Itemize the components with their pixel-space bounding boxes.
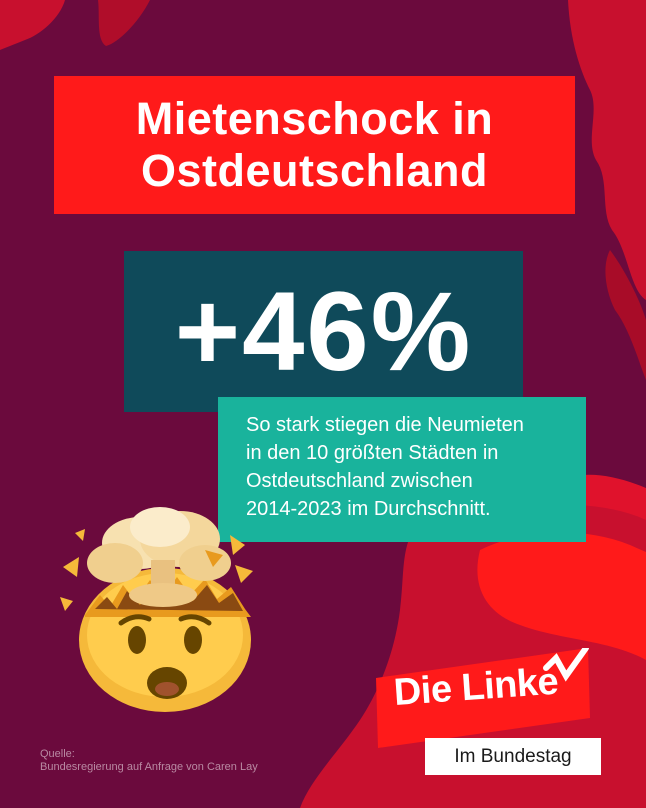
logo-banner-shape [376, 648, 590, 748]
description-box: So stark stiegen die Neumieten in den 10… [218, 397, 586, 542]
party-logo: Die Linke Im Bundestag [376, 648, 606, 780]
headline-line-1: Mietenschock in [135, 93, 494, 144]
exploding-head-icon [60, 507, 253, 712]
logo-subtitle: Im Bundestag [425, 738, 601, 775]
headline-line-2: Ostdeutschland [140, 145, 489, 196]
source-label: Quelle: [40, 748, 75, 760]
description-line: 2014-2023 im Durchschnitt. [246, 498, 491, 520]
description-line: in den 10 größten Städten in [246, 442, 499, 464]
source-note: Quelle: Bundesregierung auf Anfrage von … [40, 748, 258, 774]
source-text: Bundesregierung auf Anfrage von Caren La… [40, 761, 258, 773]
stat-box: +46% [124, 251, 523, 412]
description-line: Ostdeutschland zwischen [246, 470, 473, 492]
headline-box: Mietenschock in Ostdeutschland [54, 76, 575, 214]
description-line: So stark stiegen die Neumieten [246, 414, 524, 436]
stat-value: +46% [174, 269, 473, 394]
